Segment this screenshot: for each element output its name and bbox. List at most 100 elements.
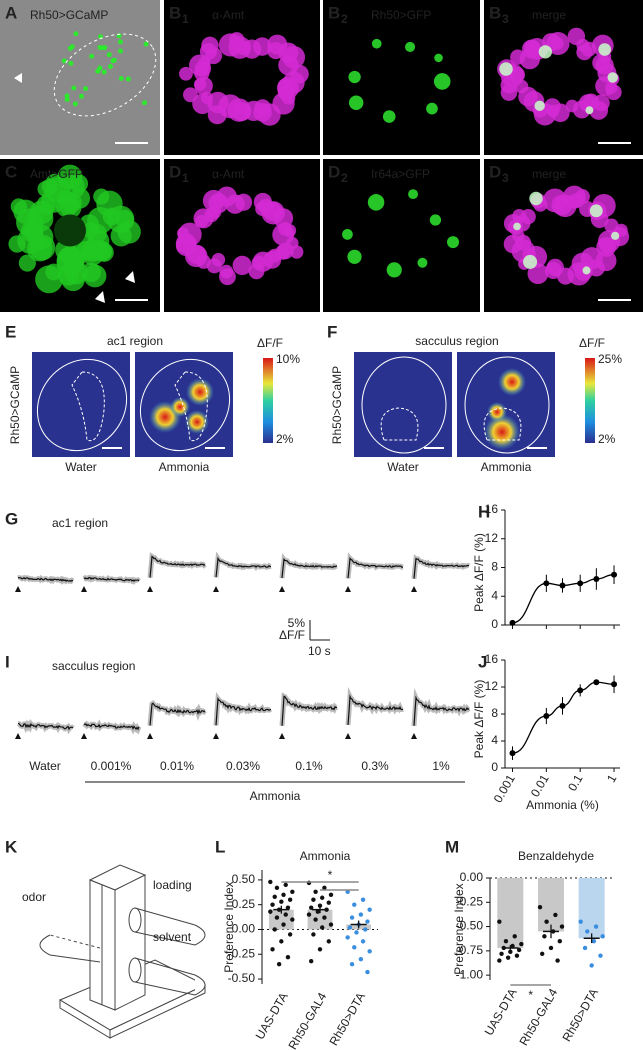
- scale-label: 5%: [288, 616, 306, 630]
- arrowhead: [95, 291, 105, 303]
- colorbar-min: 2%: [598, 432, 616, 446]
- data-point: [311, 897, 316, 902]
- diagram-label: odor: [22, 890, 46, 904]
- condition-label: Ammonia: [159, 460, 210, 474]
- cell: [83, 86, 89, 92]
- x-tick-label: 0.01: [528, 772, 552, 800]
- cell: [575, 189, 590, 204]
- cell: [282, 71, 305, 94]
- trace: [347, 694, 404, 725]
- scale-label: 10 s: [308, 644, 331, 658]
- data-point: [320, 925, 325, 930]
- x-tick-label: Rh50>DTA: [326, 990, 368, 1048]
- y-axis-label: Peak ΔF/F (%): [472, 680, 486, 759]
- panel-letter: F: [327, 322, 337, 341]
- panel-letter: K: [5, 837, 18, 856]
- data-point: [268, 909, 273, 914]
- point: [543, 713, 550, 720]
- data-point: [317, 947, 323, 952]
- cell: [219, 264, 234, 279]
- data-point: [367, 949, 372, 954]
- data-point: [322, 885, 327, 891]
- data-point: [593, 924, 599, 929]
- cell: [367, 194, 385, 211]
- panel-letter: B: [169, 3, 181, 22]
- cell: [520, 208, 536, 225]
- activity: [484, 414, 520, 450]
- data-point: [320, 895, 325, 900]
- y-axis-label: Peak ΔF/F (%): [472, 533, 486, 612]
- arrowhead: [14, 73, 22, 83]
- panel-title: sacculus region: [415, 334, 498, 348]
- panel-letter: I: [5, 652, 10, 671]
- image-panel: D 1 α-Amt: [164, 159, 320, 312]
- cell: [386, 262, 402, 278]
- cell: [433, 73, 451, 90]
- data-point: [285, 905, 291, 910]
- cell: [585, 106, 594, 115]
- cell: [529, 191, 543, 206]
- cell: [607, 72, 618, 83]
- cell: [125, 76, 131, 82]
- activity: [487, 402, 507, 422]
- trace-sem: [147, 552, 207, 578]
- data-point: [537, 904, 543, 910]
- data-point: [322, 915, 327, 920]
- data-point: [582, 945, 588, 951]
- data-point: [309, 905, 314, 910]
- cell: [64, 96, 70, 102]
- image-panel: B 3 merge: [484, 0, 643, 155]
- cell: [611, 231, 620, 240]
- y-axis-label: Preference Index: [452, 883, 466, 974]
- trace: [83, 723, 140, 731]
- image-label: Amt>GFP: [30, 167, 83, 181]
- cell: [117, 48, 123, 54]
- region-outline: [380, 407, 419, 441]
- data-point: [497, 958, 502, 963]
- data-point: [349, 915, 355, 920]
- data-point: [285, 955, 291, 960]
- data-point: [510, 943, 515, 949]
- stimulus-marker: [81, 586, 87, 592]
- cell: [101, 69, 107, 75]
- cell: [544, 262, 562, 280]
- cell: [417, 257, 428, 268]
- image-label: merge: [532, 167, 566, 181]
- colorbar-title: ΔF/F: [579, 336, 605, 350]
- scale-label: ΔF/F: [279, 628, 305, 642]
- cell: [582, 266, 591, 275]
- region-outline: [53, 33, 157, 117]
- image-panel: C Amt>GFP: [0, 159, 160, 312]
- stimulus-marker: [15, 733, 21, 739]
- stimulus-label: 0.3%: [361, 759, 389, 773]
- region-outline: [71, 371, 105, 442]
- y-axis-label: Rh50>GCaMP: [330, 366, 344, 444]
- panel-letter: D: [328, 162, 340, 181]
- panel-letter: D: [489, 162, 501, 181]
- cell: [194, 76, 213, 96]
- panel-subscript: 1: [182, 171, 189, 185]
- antenna-outline: [464, 356, 550, 454]
- point: [593, 679, 600, 686]
- y-tick-label: -0.25: [228, 946, 256, 960]
- cell: [69, 44, 75, 50]
- antenna-outline: [361, 356, 447, 454]
- cell: [56, 249, 84, 277]
- trace: [215, 556, 272, 578]
- data-point: [360, 939, 366, 944]
- data-point: [315, 909, 320, 914]
- stimulus-label: 0.001%: [91, 759, 132, 773]
- panel-subscript: 1: [182, 12, 189, 26]
- point: [559, 702, 566, 709]
- cell: [201, 36, 219, 55]
- x-tick-label: UAS-DTA: [253, 990, 291, 1042]
- panel-letter: H: [478, 502, 490, 521]
- panel-subscript: 2: [341, 171, 348, 185]
- cell: [27, 205, 54, 232]
- cell: [546, 31, 570, 56]
- data-point: [544, 919, 549, 924]
- bar: [307, 909, 333, 930]
- data-point: [548, 945, 554, 951]
- data-point: [349, 961, 355, 967]
- cell: [538, 45, 552, 59]
